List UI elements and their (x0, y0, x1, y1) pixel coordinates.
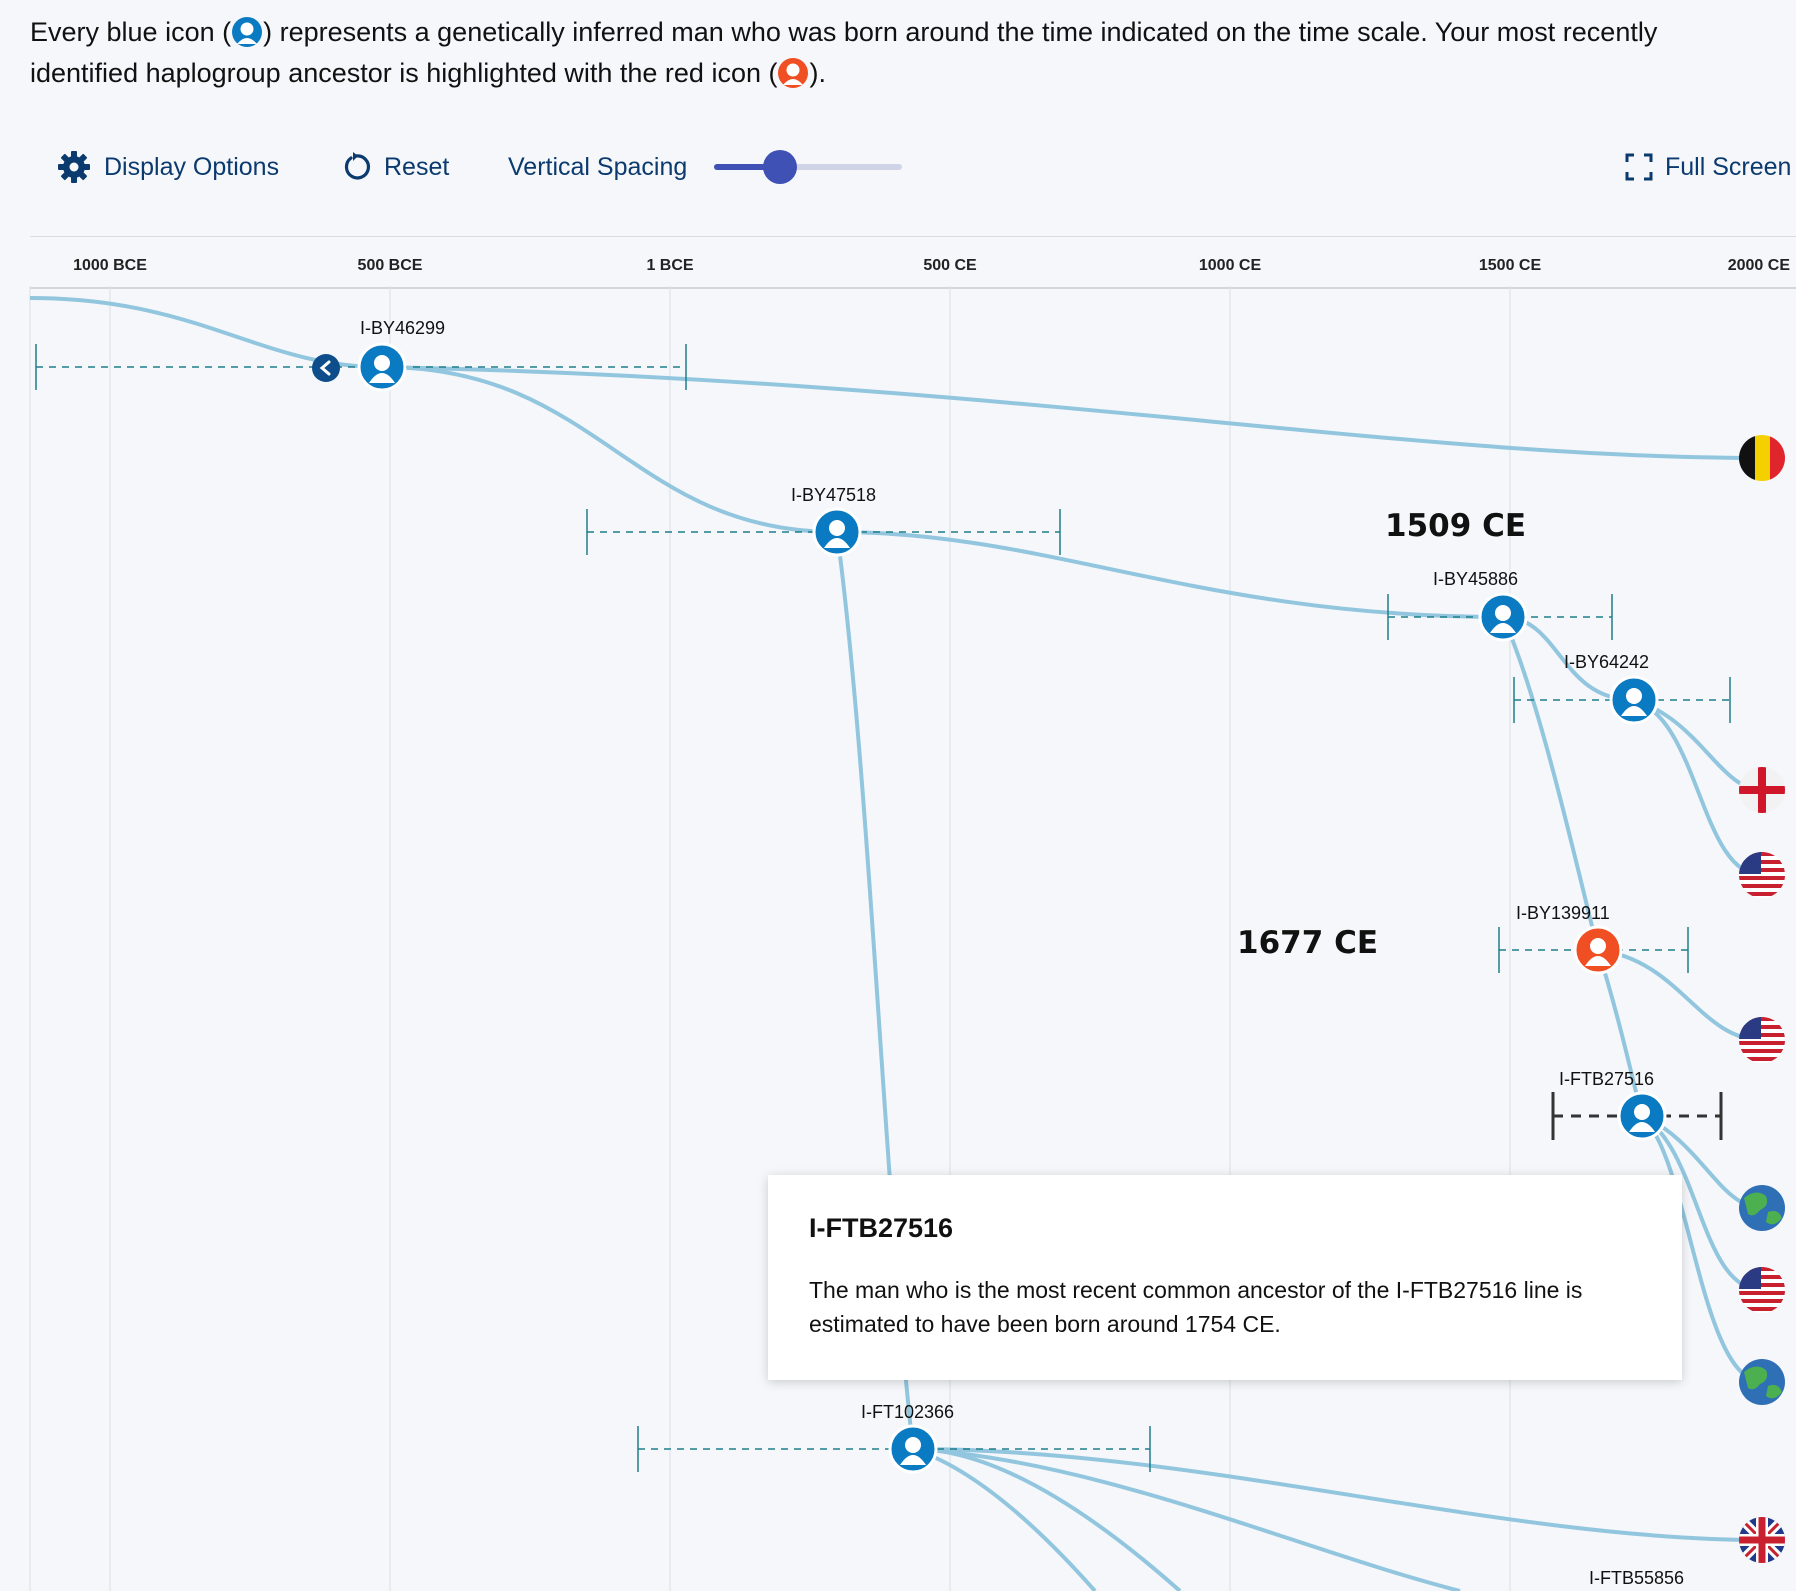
branch (1596, 949, 1644, 1117)
full-screen-label: Full Screen (1665, 152, 1792, 181)
slider-thumb[interactable] (762, 150, 797, 184)
node-label: I-FTB27516 (1559, 1069, 1654, 1089)
reset-icon (344, 152, 371, 180)
tree-node-highlighted[interactable] (1573, 925, 1623, 975)
vertical-spacing-slider[interactable] (714, 140, 902, 194)
branch (912, 1447, 1763, 1542)
belgium-flag-icon (1739, 435, 1785, 481)
red-person-icon (778, 58, 809, 88)
full-screen-button[interactable]: Full Screen (1625, 140, 1791, 194)
branch (381, 365, 838, 534)
tree-node[interactable] (812, 507, 862, 557)
intro-text: Every blue icon () represents a genetica… (30, 12, 1770, 94)
intro-text-part1: Every blue icon ( (30, 17, 232, 47)
node-label: I-BY64242 (1564, 652, 1649, 672)
vertical-spacing-label: Vertical Spacing (508, 152, 688, 181)
collapse-arrow-button[interactable] (312, 354, 340, 382)
toolbar: Display Options Reset Vertical Spacing F… (0, 140, 1796, 194)
tick-label: 500 CE (923, 257, 977, 274)
gear-icon (58, 151, 90, 183)
tick-label: 1500 CE (1478, 257, 1542, 274)
usa-flag-icon (1739, 1017, 1785, 1063)
selected-range (1551, 1092, 1723, 1140)
node-label: I-BY47518 (791, 485, 876, 505)
display-options-label: Display Options (104, 152, 280, 181)
tick-label: 2000 CE (1727, 257, 1790, 274)
globe-icon (1739, 1185, 1785, 1231)
tree-node[interactable] (1478, 592, 1528, 642)
range-caps (35, 344, 1731, 1472)
intro-text-part3: ). (809, 58, 826, 88)
branch (836, 530, 1504, 619)
branch (1640, 1114, 1763, 1384)
tooltip-text: The man who is the most recent common an… (809, 1277, 1583, 1337)
tree-node[interactable] (888, 1424, 938, 1474)
branch (912, 1447, 1097, 1591)
tick-label: 1000 CE (1198, 257, 1262, 274)
node-label: I-BY45886 (1433, 569, 1518, 589)
tree-node[interactable] (1609, 675, 1659, 725)
england-flag-icon (1739, 767, 1785, 813)
display-options-button[interactable]: Display Options (56, 140, 279, 194)
tick-label: 1000 BCE (73, 257, 147, 274)
branch (912, 1447, 1461, 1591)
branch (1501, 616, 1600, 951)
reset-label: Reset (384, 152, 450, 181)
node-label: I-BY139911 (1516, 903, 1610, 923)
usa-flag-icon (1739, 1267, 1785, 1313)
branches (29, 296, 1763, 1591)
slider-track (714, 164, 902, 170)
tree-node[interactable] (1617, 1091, 1667, 1141)
tick-label: 1 BCE (646, 257, 694, 274)
tooltip-title: I-FTB27516 (809, 1213, 954, 1243)
branch (381, 365, 1761, 460)
date-label: 1509 CE (1385, 508, 1526, 544)
tree-node[interactable] (357, 342, 407, 392)
full-screen-icon (1625, 153, 1653, 181)
intro-text-part2: ) represents a genetically inferred man … (30, 17, 1658, 88)
node-label: I-FTB55856 (1589, 1568, 1684, 1588)
date-label: 1677 CE (1237, 925, 1378, 961)
usa-flag-icon (1739, 852, 1785, 898)
uk-flag-icon (1739, 1517, 1785, 1563)
globe-icon (1739, 1359, 1785, 1405)
slider-fill (714, 164, 780, 170)
tick-label: 500 BCE (357, 257, 423, 274)
branch (1597, 948, 1763, 1042)
node-tooltip: I-FTB27516 The man who is the most recen… (768, 1175, 1682, 1380)
node-label: I-BY46299 (360, 318, 445, 338)
time-scale: 1000 BCE 500 BCE 1 BCE 500 CE 1000 CE 15… (30, 236, 1796, 289)
blue-person-icon (232, 17, 263, 47)
node-label: I-FT102366 (861, 1402, 954, 1422)
reset-button[interactable]: Reset (340, 140, 449, 194)
